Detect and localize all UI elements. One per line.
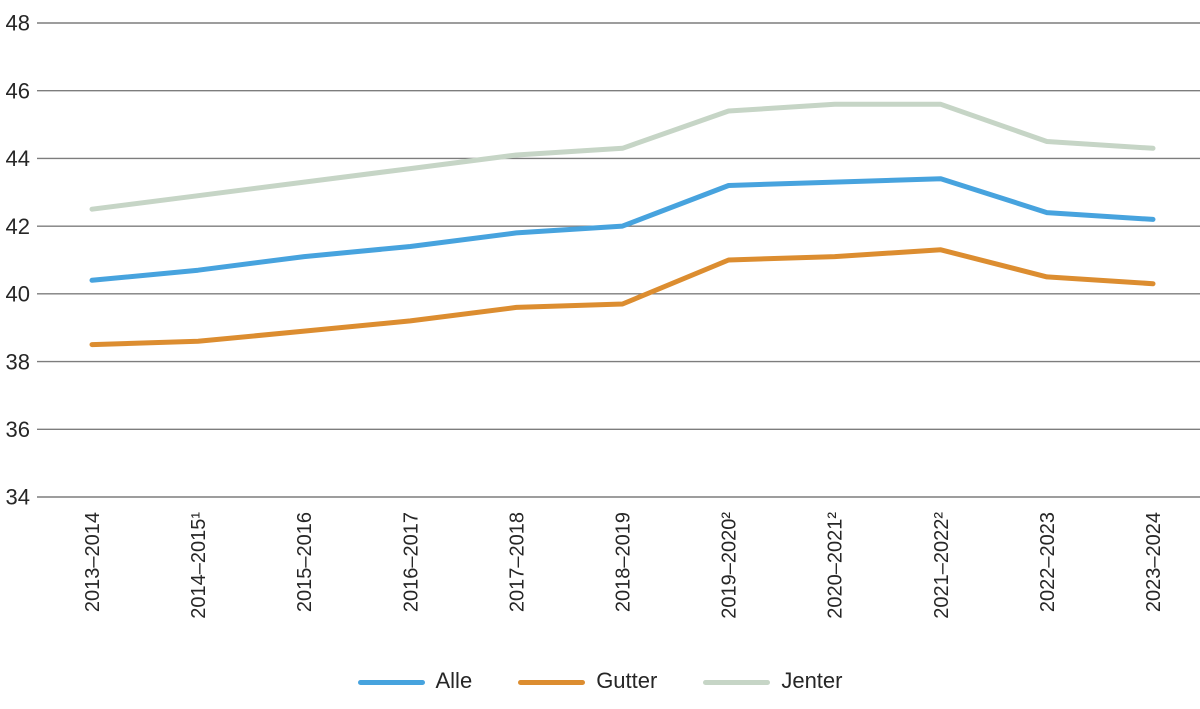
y-tick-label: 48	[6, 11, 30, 36]
x-tick-label: 2015–2016	[294, 512, 316, 612]
x-tick-label: 2021–2022²	[931, 512, 953, 619]
x-tick-label: 2017–2018	[506, 512, 528, 612]
y-tick-label: 40	[6, 282, 30, 307]
x-tick-label: 2016–2017	[400, 512, 422, 612]
series-line-jenter	[89, 101, 1156, 212]
y-tick-label: 44	[6, 146, 30, 171]
y-tick-label: 46	[6, 78, 30, 103]
x-tick-label: 2020–2021²	[825, 512, 847, 619]
legend-item-gutter: Gutter	[518, 670, 657, 694]
x-tick-label: 2019–2020²	[719, 512, 741, 619]
x-tick-label: 2022–2023	[1037, 512, 1059, 612]
x-tick-label: 2018–2019	[613, 512, 635, 612]
series-line-alle	[89, 176, 1156, 283]
y-tick-label: 36	[6, 417, 30, 442]
legend-label-jenter: Jenter	[781, 668, 843, 693]
x-tick-label: 2014–2015¹	[188, 512, 210, 619]
legend-label-alle: Alle	[435, 668, 473, 693]
y-tick-label: 34	[6, 485, 30, 510]
legend-swatch-alle	[357, 679, 425, 685]
y-tick-label: 38	[6, 349, 30, 374]
legend-item-jenter: Jenter	[703, 670, 842, 694]
y-tick-label: 42	[6, 214, 30, 239]
chart-legend: Alle Gutter Jenter	[0, 670, 1200, 694]
x-tick-label: 2023–2024	[1143, 512, 1165, 612]
legend-label-gutter: Gutter	[596, 668, 658, 693]
series-line-gutter	[89, 247, 1156, 348]
legend-item-alle: Alle	[357, 668, 473, 694]
x-tick-label: 2013–2014	[82, 512, 104, 612]
legend-swatch-gutter	[518, 679, 586, 685]
legend-swatch-jenter	[703, 679, 771, 685]
